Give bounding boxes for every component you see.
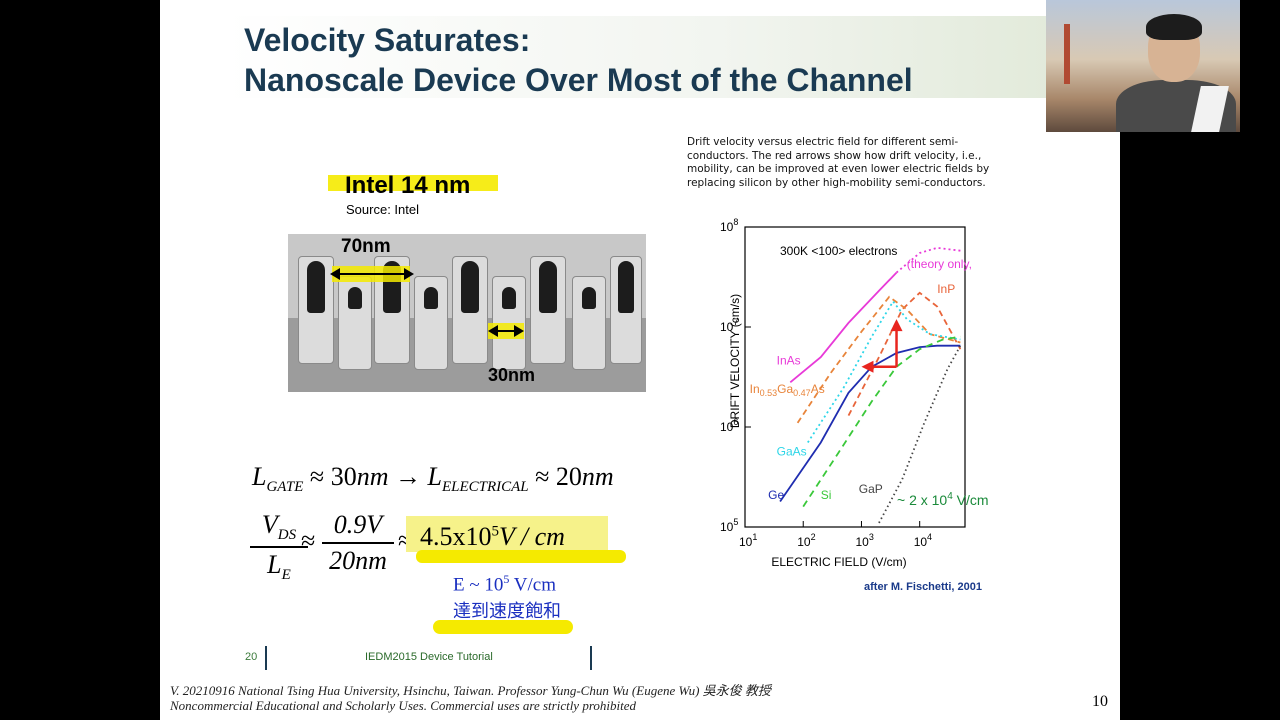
y-axis-label: DRIFT VELOCITY (cm/s) <box>728 294 742 428</box>
series-line-inp <box>847 291 962 417</box>
arrow-70nm <box>330 268 414 280</box>
series-line-in053ga047as <box>796 295 961 424</box>
x-tick-label-1: 102 <box>797 532 815 549</box>
footer-title: IEDM2015 Device Tutorial <box>365 651 493 663</box>
arrow-30nm <box>488 325 524 337</box>
intel-source: Source: Intel <box>346 202 419 217</box>
label-70nm: 70nm <box>341 236 391 257</box>
attribution: after M. Fischetti, 2001 <box>864 581 982 593</box>
series-label-inp: InP <box>937 282 955 296</box>
fraction-vds-le: VDS LE <box>250 510 308 584</box>
series-line-gap <box>878 345 962 524</box>
note-saturation: 達到速度飽和 <box>453 601 561 622</box>
equation-gate-length: LGATE ≈ 30nm → LELECTRICAL ≈ 20nm <box>252 462 614 496</box>
highlight-note <box>433 620 573 634</box>
fraction-voltage-length: 0.9V 20nm <box>322 510 394 576</box>
threshold-label: ~ 2 x 104 V/cm <box>897 491 989 508</box>
highlight-intel <box>328 175 498 191</box>
highlight-result-box <box>406 516 608 552</box>
series-label-theoryonly: (theory only, <box>907 257 972 271</box>
bridge-tower <box>1064 24 1070 84</box>
series-label-si: Si <box>821 488 832 502</box>
inner-label: 300K <100> electrons <box>780 244 897 258</box>
webcam-video[interactable] <box>1046 0 1240 132</box>
intel-title: Intel 14 nm <box>345 172 471 199</box>
series-line-inas <box>789 271 898 383</box>
red-arrow-left-head <box>861 360 874 373</box>
series-line-gaas <box>807 299 961 443</box>
series-label-in053ga047as: In0.53Ga0.47As <box>750 382 825 398</box>
x-axis-label: ELECTRIC FIELD (V/cm) <box>771 555 906 569</box>
note-field: E ~ 105 V/cm <box>453 572 557 596</box>
title-line-1: Velocity Saturates: <box>244 22 531 58</box>
presenter-hair <box>1146 14 1202 40</box>
footer-divider-1 <box>265 646 267 670</box>
series-label-gaas: GaAs <box>777 444 807 458</box>
title-band <box>224 16 1120 98</box>
slide-title: Velocity Saturates: Nanoscale Device Ove… <box>244 20 913 100</box>
credit-line-2: Noncommercial Educational and Scholarly … <box>170 698 637 713</box>
plot-frame <box>744 226 966 528</box>
red-arrow-up-head <box>890 319 903 332</box>
highlight-result-underline <box>416 550 626 563</box>
series-line-theoryonly <box>895 246 961 274</box>
title-line-2: Nanoscale Device Over Most of the Channe… <box>244 62 913 98</box>
x-tick-label-0: 101 <box>739 532 757 549</box>
credit-line-1: V. 20210916 National Tsing Hua Universit… <box>170 683 771 698</box>
result-value: 4.5x105V / cm <box>420 522 565 551</box>
x-tick-label-3: 104 <box>914 532 932 549</box>
series-label-gap: GaP <box>859 482 883 496</box>
tem-image: 70nm 30nm <box>288 234 646 392</box>
footer-divider-2 <box>590 646 592 670</box>
series-label-inas: InAs <box>777 354 801 368</box>
footer-page: 20 <box>245 651 258 663</box>
y-tick-label-0: 105 <box>720 517 738 534</box>
series-line-ge <box>779 344 961 503</box>
x-tick-label-2: 103 <box>855 532 873 549</box>
label-30nm: 30nm <box>488 365 536 385</box>
page-number: 10 <box>1092 693 1108 710</box>
y-tick-label-3: 108 <box>720 217 738 234</box>
chart-caption: Drift velocity versus electric field for… <box>687 136 990 189</box>
slide: Velocity Saturates: Nanoscale Device Ove… <box>160 0 1120 720</box>
series-label-ge: Ge <box>768 488 784 502</box>
approx-1: ≈ <box>301 526 316 555</box>
